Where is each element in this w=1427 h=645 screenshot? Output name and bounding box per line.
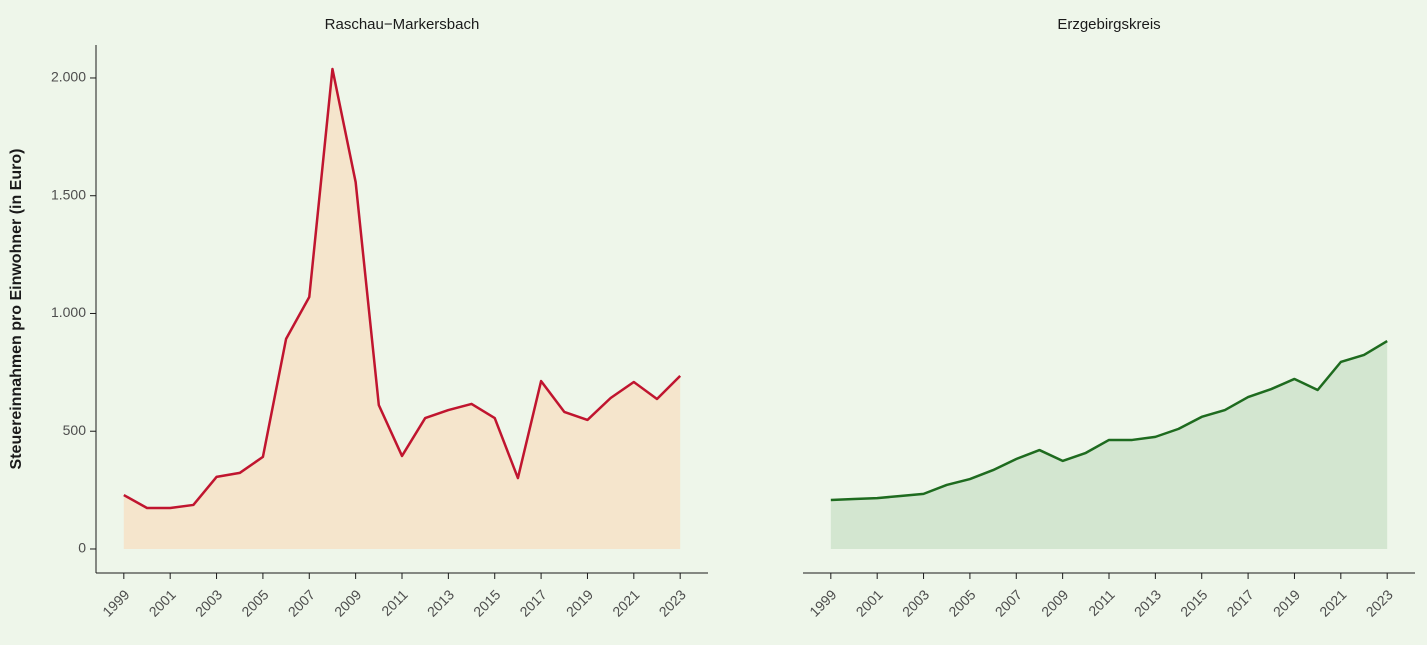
- x-tick-label: 2003: [899, 586, 932, 619]
- x-tick-label: 2001: [853, 586, 886, 619]
- y-tick-label: 2.000: [51, 69, 86, 85]
- x-tick-label: 1999: [806, 586, 839, 619]
- y-tick-label: 500: [63, 422, 87, 438]
- x-tick-label: 2021: [1316, 586, 1349, 619]
- x-tick-label: 2017: [516, 586, 549, 619]
- x-tick-label: 2017: [1223, 586, 1256, 619]
- panel-title: Erzgebirgskreis: [1057, 16, 1160, 33]
- x-tick-label: 2023: [656, 586, 689, 619]
- line: [123, 67, 682, 510]
- x-tick-label: 2019: [1270, 586, 1303, 619]
- area: [123, 69, 681, 549]
- x-tick-label: 2005: [945, 586, 978, 619]
- y-tick-label: 1.000: [51, 304, 86, 320]
- x-tick-label: 2021: [609, 586, 642, 619]
- x-tick-label: 2023: [1363, 586, 1396, 619]
- y-tick-label: 1.500: [51, 186, 86, 202]
- x-tick-label: 2005: [238, 586, 271, 619]
- x-tick-label: 2007: [285, 586, 318, 619]
- x-tick-label: 2001: [146, 586, 179, 619]
- x-tick-label: 2003: [192, 586, 225, 619]
- y-tick-label: 0: [78, 540, 86, 556]
- x-tick-label: 2015: [470, 586, 503, 619]
- x-tick-label: 2019: [563, 586, 596, 619]
- y-axis-label: Steuereinnahmen pro Einwohner (in Euro): [8, 149, 25, 470]
- area: [830, 341, 1388, 549]
- x-tick-label: 2011: [1085, 586, 1118, 619]
- line: [830, 339, 1388, 502]
- x-tick-label: 2009: [331, 586, 364, 619]
- x-tick-label: 2013: [424, 586, 457, 619]
- x-tick-label: 2013: [1131, 586, 1164, 619]
- x-tick-label: 2009: [1038, 586, 1071, 619]
- x-tick-label: 2015: [1177, 586, 1210, 619]
- x-tick-label: 1999: [99, 586, 132, 619]
- panel-title: Raschau−Markersbach: [325, 16, 480, 33]
- x-tick-label: 2011: [378, 586, 411, 619]
- x-tick-label: 2007: [992, 586, 1025, 619]
